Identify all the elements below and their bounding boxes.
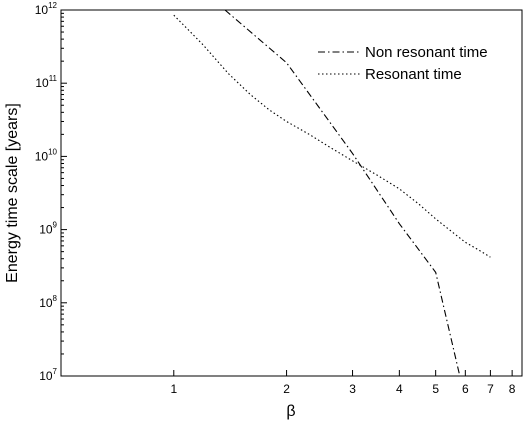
legend-entry: Non resonant time — [365, 44, 488, 61]
x-axis-title: β — [286, 403, 295, 420]
y-tick-label: 107 — [39, 367, 57, 383]
x-tick-label: 6 — [462, 382, 469, 396]
y-tick-base: 10 — [39, 296, 53, 310]
x-tick-label: 2 — [283, 382, 290, 396]
y-tick-exponent: 8 — [53, 294, 58, 303]
y-tick-exponent: 11 — [49, 74, 58, 83]
series-line-resonant — [173, 14, 491, 258]
y-tick-label: 1011 — [35, 74, 57, 90]
y-tick-label: 1012 — [35, 1, 58, 17]
x-tick-label: 1 — [170, 382, 177, 396]
y-tick-base: 10 — [35, 3, 49, 17]
y-tick-base: 10 — [39, 369, 53, 383]
legend: Non resonant time Resonant time — [318, 44, 488, 83]
y-tick-base: 10 — [35, 149, 49, 163]
x-axis-ticks: 1 2 3 4 5 6 7 8 — [170, 370, 516, 396]
y-tick-label: 109 — [39, 221, 57, 237]
series-line-non-resonant — [224, 9, 461, 377]
x-tick-label: 4 — [396, 382, 403, 396]
y-tick-base: 10 — [35, 76, 49, 90]
y-tick-label: 1010 — [35, 147, 58, 163]
y-tick-exponent: 7 — [53, 367, 58, 376]
x-tick-label: 8 — [509, 382, 516, 396]
y-tick-exponent: 9 — [53, 221, 58, 230]
legend-entry: Resonant time — [365, 66, 462, 83]
y-tick-label: 108 — [39, 294, 57, 310]
x-tick-label: 7 — [487, 382, 494, 396]
series-layer — [173, 9, 491, 377]
y-tick-exponent: 12 — [48, 1, 57, 10]
y-tick-base: 10 — [39, 223, 53, 237]
plot-frame — [60, 9, 523, 377]
y-axis-title: Energy time scale [years] — [4, 103, 21, 283]
x-tick-label: 3 — [349, 382, 356, 396]
y-tick-exponent: 10 — [48, 147, 57, 156]
x-tick-label: 5 — [432, 382, 439, 396]
